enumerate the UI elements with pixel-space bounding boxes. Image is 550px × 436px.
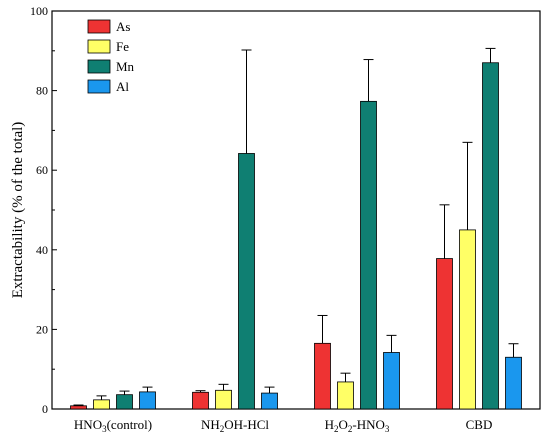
y-tick-label: 60: [36, 163, 48, 177]
legend-swatch-al: [87, 79, 111, 94]
y-tick-label: 0: [42, 402, 48, 416]
bar-al: [139, 391, 156, 410]
bar-mn: [238, 153, 255, 410]
legend-label-al: Al: [116, 79, 129, 94]
x-tick-label: HNO3(control): [74, 417, 152, 434]
bar-al: [383, 352, 400, 410]
y-axis-label: Extractability (% of the total): [10, 122, 26, 299]
legend-swatch-mn: [87, 59, 111, 74]
bar-mn: [360, 100, 377, 410]
x-tick-label: H2O2-HNO3: [325, 417, 390, 434]
y-tick-label: 100: [30, 4, 48, 18]
legend-label-mn: Mn: [116, 59, 135, 74]
y-tick-label: 80: [36, 84, 48, 98]
bar-fe: [93, 399, 110, 410]
bar-fe: [337, 381, 354, 410]
legend-label-as: As: [116, 19, 130, 34]
y-axis: 0 20 40 60 80 100: [30, 4, 57, 416]
bar-as: [436, 258, 453, 410]
bar-fe: [215, 389, 232, 410]
x-tick-label: NH2OH-HCl: [201, 417, 269, 434]
bar-mn: [482, 62, 499, 410]
bar-al: [505, 356, 522, 410]
legend-swatch-fe: [87, 39, 111, 54]
bar-al: [261, 392, 278, 410]
x-tick-label: CBD: [466, 417, 493, 432]
legend-swatch-as: [87, 19, 111, 34]
bar-fe: [459, 229, 476, 410]
bar-as: [314, 342, 331, 410]
x-axis-labels: HNO3(control) NH2OH-HCl H2O2-HNO3 CBD: [74, 417, 492, 434]
legend: As Fe Mn Al: [87, 19, 135, 94]
bar-mn: [116, 394, 133, 410]
bar-as: [70, 405, 87, 410]
bar-as: [192, 391, 209, 410]
y-tick-label: 40: [36, 243, 48, 257]
bar-series: [70, 47, 522, 410]
y-tick-label: 20: [36, 322, 48, 336]
legend-label-fe: Fe: [116, 39, 129, 54]
